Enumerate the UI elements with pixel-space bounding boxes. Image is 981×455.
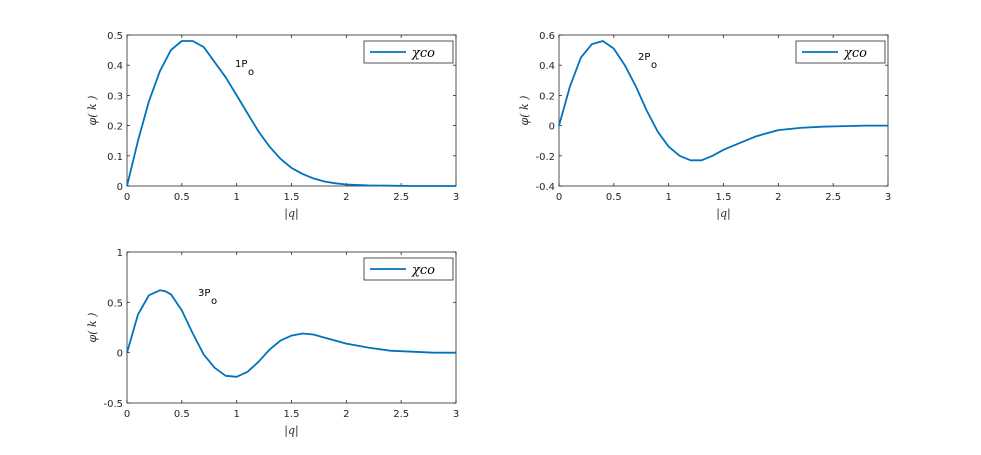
subplot-2: 0 0.5 1 1.5 2 2.5 3 -0.4 -0.2 0 0.2 0.4 0.6 |q| φ( k )… — [518, 31, 891, 221]
y-tick-label: 0 — [117, 182, 123, 193]
y-tick-label: 0 — [117, 349, 123, 360]
y-tick-label: -0.5 — [103, 399, 123, 410]
y-tick-label: 1 — [117, 248, 123, 259]
y-tick-label: 0.1 — [107, 152, 123, 163]
legend-label: χco — [411, 263, 435, 278]
x-tick-label: 2.5 — [393, 409, 409, 420]
y-tick-label: 0.5 — [107, 298, 123, 309]
legend-label: χco — [843, 46, 867, 61]
x-tick-label: 3 — [453, 192, 459, 203]
y-tick-label: 0 — [549, 122, 555, 133]
legend-label: χco — [411, 46, 435, 61]
legend: χco — [363, 257, 454, 281]
y-tick-label: -0.2 — [535, 152, 555, 163]
legend: χco — [363, 40, 454, 64]
x-tick-label: 2.5 — [393, 192, 409, 203]
x-tick-label: 2.5 — [825, 192, 841, 203]
x-tick-label: 0 — [124, 409, 130, 420]
y-axis-label: φ( k ) — [86, 96, 99, 126]
y-tick-label: 0.4 — [539, 61, 555, 72]
y-tick-label: 0.3 — [107, 91, 123, 102]
x-tick-label: 3 — [885, 192, 891, 203]
orbital-annotation: 1Po — [235, 59, 254, 78]
x-tick-label: 2 — [775, 192, 781, 203]
x-tick-label: 0 — [556, 192, 562, 203]
x-tick-label: 2 — [343, 409, 349, 420]
series-line — [126, 40, 456, 187]
legend: χco — [795, 40, 886, 64]
x-axis-label: |q| — [284, 207, 298, 221]
x-tick-label: 1.5 — [284, 409, 300, 420]
legend-box — [363, 257, 454, 281]
x-tick-label: 0 — [124, 192, 130, 203]
x-tick-label: 1 — [665, 192, 671, 203]
x-tick-label: 1.5 — [716, 192, 732, 203]
y-tick-label: 0.6 — [539, 31, 555, 42]
y-tick-label: 0.2 — [107, 122, 123, 133]
legend-box — [363, 40, 454, 64]
x-axis-label: |q| — [716, 207, 730, 221]
y-axis-label: φ( k ) — [86, 313, 99, 343]
orbital-annotation: 2Po — [638, 52, 657, 71]
subplot-1: 0 0.5 1 1.5 2 2.5 3 0 0.1 0.2 0.3 0.4 0.5 |q| φ( k ) 1P… — [86, 31, 459, 221]
x-tick-label: 0.5 — [174, 409, 190, 420]
x-tick-label: 0.5 — [174, 192, 190, 203]
x-tick-label: 0.5 — [606, 192, 622, 203]
x-tick-label: 1.5 — [284, 192, 300, 203]
series-line — [126, 289, 456, 378]
series-line — [558, 40, 888, 162]
legend-box — [795, 40, 886, 64]
x-tick-label: 3 — [453, 409, 459, 420]
x-axis-label: |q| — [284, 424, 298, 438]
y-tick-label: 0.4 — [107, 61, 123, 72]
x-tick-label: 2 — [343, 192, 349, 203]
x-tick-label: 1 — [233, 409, 239, 420]
x-tick-label: 1 — [233, 192, 239, 203]
y-tick-label: -0.4 — [535, 182, 555, 193]
orbital-annotation: 3Po — [198, 288, 217, 307]
y-axis-label: φ( k ) — [518, 96, 531, 126]
y-tick-label: 0.5 — [107, 31, 123, 42]
y-tick-label: 0.2 — [539, 91, 555, 102]
